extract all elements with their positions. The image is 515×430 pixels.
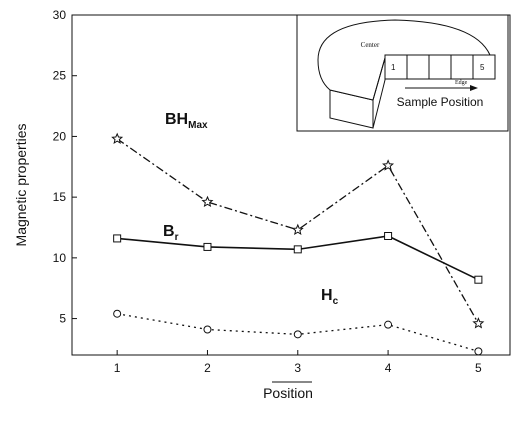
- inset-strip: [384, 54, 496, 80]
- x-tick-label: 4: [385, 361, 392, 375]
- y-tick-label: 5: [59, 312, 66, 326]
- marker: [384, 232, 393, 240]
- marker: [113, 309, 122, 318]
- y-tick-label: 30: [53, 8, 67, 22]
- marker: [474, 347, 483, 356]
- inset-last: 5: [480, 63, 485, 72]
- marker: [293, 245, 302, 254]
- y-tick-label: 20: [53, 129, 67, 143]
- y-tick-label: 25: [53, 69, 67, 83]
- marker: [382, 159, 395, 171]
- x-axis-label: Position: [263, 385, 313, 401]
- marker: [384, 320, 393, 329]
- x-tick-label: 3: [294, 361, 301, 375]
- inset: Center 1 5 Edge Sample Position: [296, 14, 509, 132]
- y-tick-label: 15: [53, 190, 67, 204]
- series-label-sub: Max: [188, 120, 208, 131]
- series-line: [117, 235, 479, 281]
- series-label-sub: r: [175, 232, 179, 243]
- marker: [472, 317, 485, 329]
- marker: [293, 330, 302, 339]
- plot-frame: [71, 14, 511, 356]
- series-label-main: BH: [165, 111, 188, 128]
- x-tick-label: 5: [475, 361, 482, 375]
- x-tick-label: 2: [204, 361, 211, 375]
- y-tick-label: 10: [53, 251, 67, 265]
- inset-caption: Sample Position: [397, 95, 484, 109]
- series-label-main: B: [163, 223, 175, 240]
- marker: [291, 223, 304, 236]
- series-line: [117, 313, 479, 352]
- marker: [201, 195, 214, 208]
- marker: [111, 132, 124, 144]
- series-label: Hc: [321, 287, 339, 307]
- inset-first: 1: [391, 63, 396, 72]
- marker: [113, 234, 122, 243]
- inset-top: [317, 19, 491, 101]
- inset-center: Center: [361, 41, 380, 49]
- inset-arrowhead: [470, 85, 478, 91]
- inset-edge: Edge: [455, 80, 468, 86]
- x-tick-label: 1: [114, 361, 121, 375]
- series-label: BHMax: [165, 111, 208, 131]
- series-label: Br: [163, 223, 179, 243]
- marker: [203, 325, 212, 334]
- y-axis-label: Magnetic properties: [13, 124, 29, 247]
- marker: [203, 242, 212, 251]
- series-label-sub: c: [333, 296, 339, 307]
- series-label-main: H: [321, 287, 333, 304]
- marker: [474, 275, 483, 284]
